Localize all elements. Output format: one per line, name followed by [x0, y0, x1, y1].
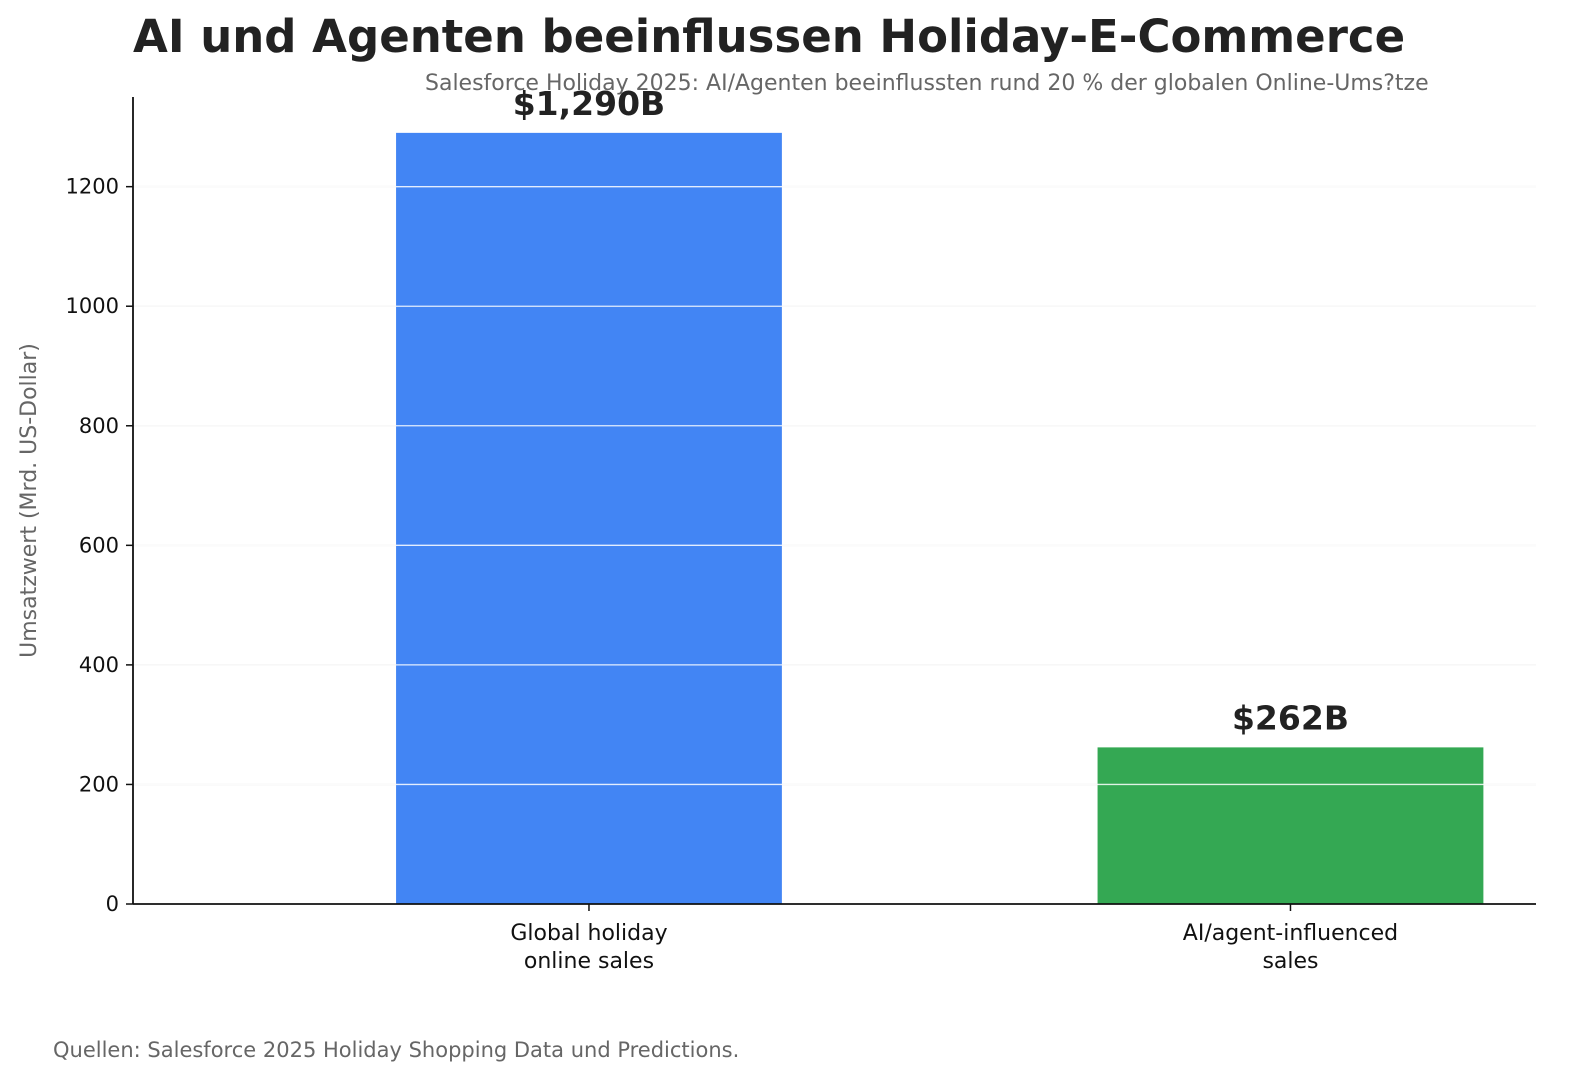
y-tick-label: 600: [79, 533, 119, 557]
y-axis-title: Umsatzwert (Mrd. US-Dollar): [17, 343, 42, 658]
y-tick-label: 800: [79, 414, 119, 438]
labels: $1,290B Global holiday online sales $262B AI…: [17, 84, 1398, 974]
bar-value-label: $262B: [1232, 698, 1349, 737]
source-note: Quellen: Salesforce 2025 Holiday Shoppin…: [53, 1038, 740, 1062]
y-tick-label: 1200: [66, 175, 119, 199]
x-tick-label: AI/agent-influenced sales: [1183, 921, 1398, 974]
axes: [126, 97, 1536, 911]
bars: [396, 132, 1484, 904]
chart-subtitle: Salesforce Holiday 2025: AI/Agenten beei…: [425, 71, 1429, 96]
bar: [396, 132, 782, 904]
gridlines-over-bars: [133, 186, 1536, 786]
x-tick-label: Global holiday online sales: [510, 921, 667, 974]
gridlines: [133, 185, 1536, 786]
y-tick-label: 0: [106, 892, 119, 916]
y-tick-label: 1000: [66, 294, 119, 318]
y-tick-label: 400: [79, 653, 119, 677]
bar-value-label: $1,290B: [513, 84, 666, 123]
y-tick-label: 200: [79, 772, 119, 796]
chart-title: AI und Agenten beeinflussen Holiday-E-Co…: [133, 10, 1406, 63]
bar: [1097, 747, 1484, 904]
